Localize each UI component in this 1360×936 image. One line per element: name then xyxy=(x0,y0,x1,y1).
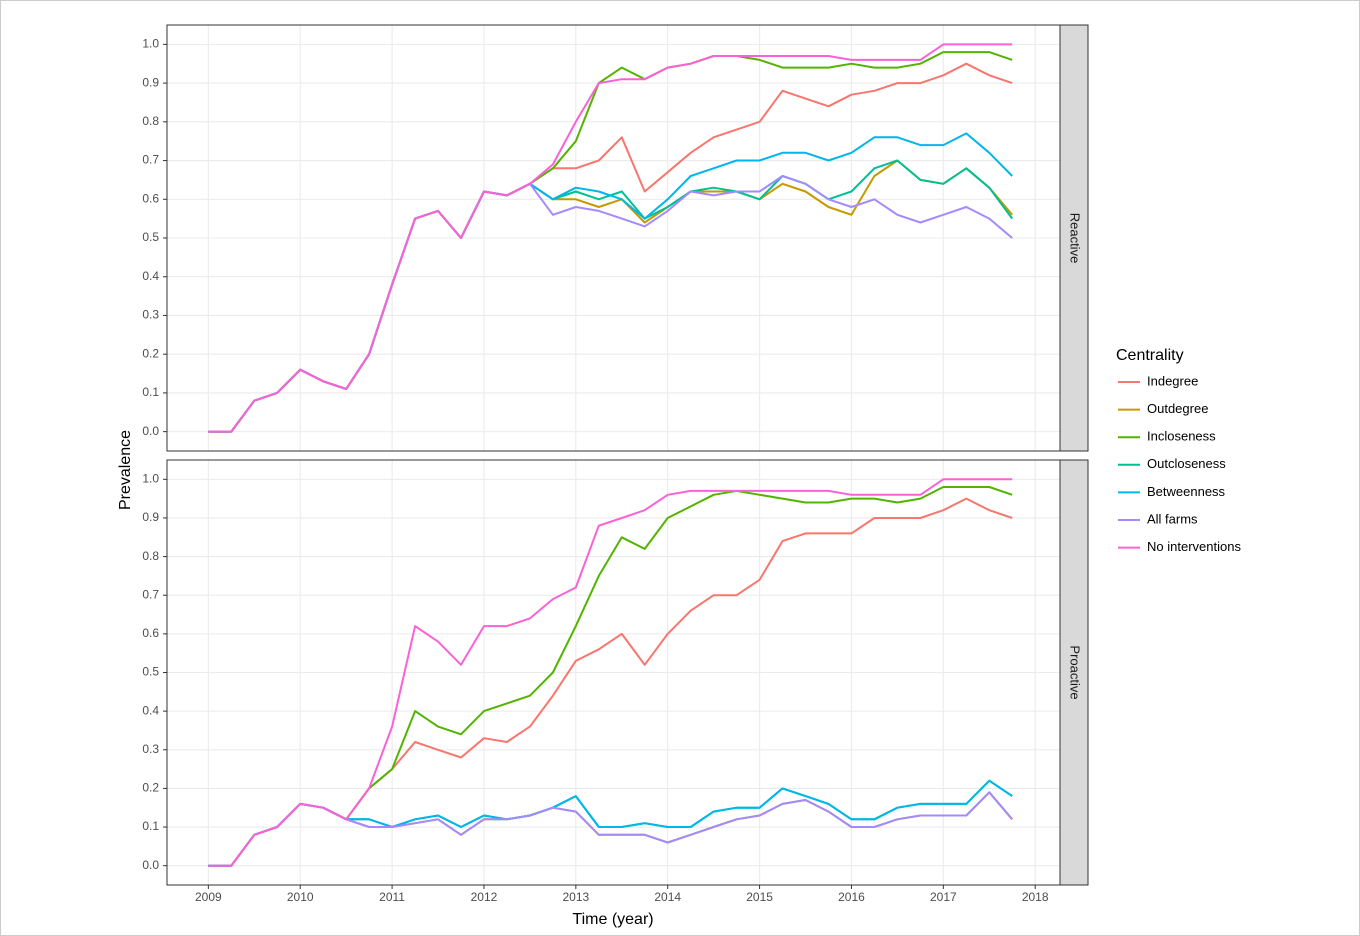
y-tick-label: 0.7 xyxy=(142,153,159,167)
series-line xyxy=(208,478,1013,867)
y-tick-label: 0.0 xyxy=(142,858,159,872)
y-tick-label: 0.6 xyxy=(142,626,159,640)
x-tick-label: 2012 xyxy=(471,890,498,904)
y-tick-label: 0.5 xyxy=(142,665,159,679)
legend-title: Centrality xyxy=(1116,347,1184,364)
strip-label: Proactive xyxy=(1068,645,1083,699)
x-tick-label: 2018 xyxy=(1022,890,1049,904)
x-tick-label: 2014 xyxy=(654,890,681,904)
y-tick-label: 0.7 xyxy=(142,587,159,601)
legend-label: All farms xyxy=(1147,511,1198,526)
strip xyxy=(1059,459,1089,886)
y-tick-label: 0.3 xyxy=(142,308,159,322)
y-axis-title: Prevalence xyxy=(117,430,134,510)
x-tick-label: 2011 xyxy=(379,890,405,904)
y-tick-label: 0.2 xyxy=(142,781,159,795)
y-tick-label: 0.3 xyxy=(142,742,159,756)
y-tick-label: 1.0 xyxy=(142,471,159,485)
y-tick-label: 0.8 xyxy=(142,549,159,563)
y-tick-label: 1.0 xyxy=(142,37,159,51)
legend-label: Outcloseness xyxy=(1147,456,1226,471)
x-axis-title: Time (year) xyxy=(572,911,653,928)
series-line xyxy=(208,43,1013,433)
x-tick-label: 2017 xyxy=(930,890,957,904)
y-tick-label: 0.0 xyxy=(142,424,159,438)
y-tick-label: 0.6 xyxy=(142,191,159,205)
y-tick-label: 0.2 xyxy=(142,346,159,360)
y-tick-label: 0.9 xyxy=(142,510,159,524)
legend-label: Incloseness xyxy=(1147,429,1216,444)
legend-label: No interventions xyxy=(1147,539,1241,554)
y-tick-label: 0.9 xyxy=(142,75,159,89)
x-tick-label: 2010 xyxy=(287,890,314,904)
legend-label: Outdegree xyxy=(1147,401,1208,416)
y-tick-label: 0.5 xyxy=(142,230,159,244)
x-tick-label: 2009 xyxy=(195,890,222,904)
y-tick-label: 0.4 xyxy=(142,703,159,717)
x-tick-label: 2016 xyxy=(838,890,865,904)
strip-label: Reactive xyxy=(1068,213,1083,264)
strip xyxy=(1059,24,1089,452)
x-tick-label: 2013 xyxy=(562,890,589,904)
legend-label: Indegree xyxy=(1147,373,1198,388)
y-tick-label: 0.4 xyxy=(142,269,159,283)
y-tick-label: 0.1 xyxy=(142,385,159,399)
y-tick-label: 0.8 xyxy=(142,114,159,128)
y-tick-label: 0.1 xyxy=(142,819,159,833)
legend-label: Betweenness xyxy=(1147,484,1226,499)
x-tick-label: 2015 xyxy=(746,890,773,904)
